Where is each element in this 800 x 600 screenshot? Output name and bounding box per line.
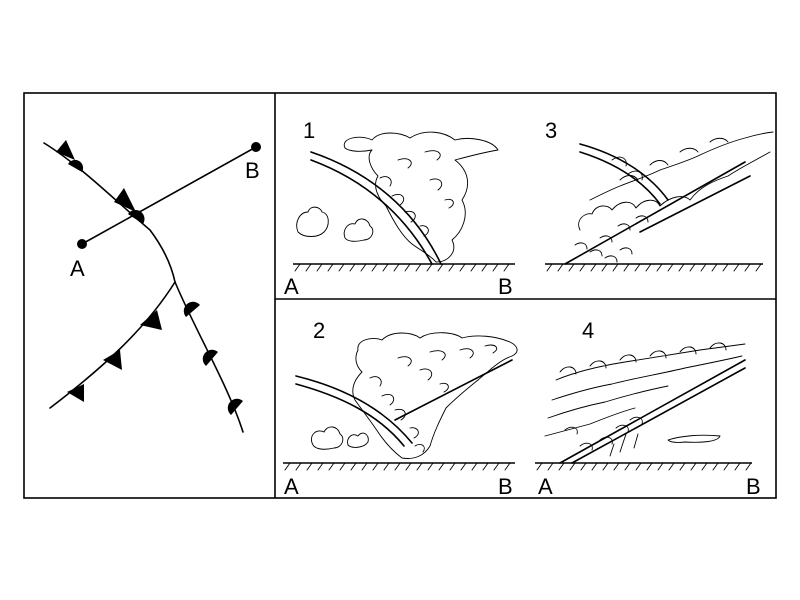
cirrus-cloud bbox=[667, 434, 721, 443]
cross-section-panel-3: 3 bbox=[545, 118, 774, 272]
warm-front-boundary bbox=[394, 359, 513, 421]
warm-front-boundary bbox=[564, 161, 746, 265]
panel-right-label: B bbox=[746, 474, 761, 499]
panel-number: 4 bbox=[582, 318, 594, 343]
cloud-detail bbox=[379, 150, 454, 237]
cross-section-panel-2: 2 A B bbox=[283, 318, 518, 499]
warm-front-semicircle bbox=[202, 349, 218, 366]
panel-right-label: B bbox=[498, 474, 513, 499]
point-b-label: B bbox=[245, 158, 260, 183]
cold-front-boundary bbox=[310, 159, 433, 265]
cross-section-line bbox=[81, 146, 257, 245]
ground-hatching bbox=[536, 462, 752, 471]
weather-map: A B bbox=[43, 140, 261, 433]
warm-front-semicircle bbox=[183, 301, 200, 317]
cumulus-cloud bbox=[347, 432, 369, 448]
panel-left-label: A bbox=[538, 474, 553, 499]
cold-front-triangle bbox=[103, 350, 122, 370]
warm-front-boundary bbox=[559, 359, 746, 464]
cumulonimbus-cloud bbox=[352, 332, 518, 459]
cross-section-panel-1: 1 A B bbox=[284, 118, 515, 299]
panel-number: 3 bbox=[545, 118, 557, 143]
warm-front-semicircle bbox=[128, 209, 145, 224]
cold-front-boundary bbox=[579, 143, 669, 201]
warm-front-semicircle bbox=[68, 159, 84, 172]
cross-section-panel-4: 4 A B bbox=[535, 318, 761, 499]
warm-front-boundary bbox=[571, 367, 746, 464]
cold-front-triangle bbox=[56, 140, 75, 160]
panel-left-label: A bbox=[284, 474, 299, 499]
occluded-front-line bbox=[43, 142, 176, 283]
cumulus-cloud bbox=[343, 218, 374, 242]
cloud-detail bbox=[574, 156, 649, 263]
nimbostratus-cloud bbox=[578, 131, 774, 231]
cold-front-triangle bbox=[140, 310, 162, 330]
cold-front-line bbox=[49, 281, 176, 409]
cold-front-triangle bbox=[67, 384, 84, 402]
panel-number: 2 bbox=[313, 318, 325, 343]
warm-front-semicircle bbox=[227, 398, 243, 415]
cold-front-boundary bbox=[310, 151, 442, 265]
ground-hatching bbox=[294, 263, 510, 272]
ground-hatching bbox=[284, 462, 511, 471]
cumulonimbus-cloud bbox=[343, 131, 499, 263]
point-b-marker bbox=[251, 142, 261, 152]
panel-number: 1 bbox=[303, 118, 315, 143]
ground-hatching bbox=[546, 263, 762, 272]
figure-frame bbox=[23, 92, 777, 499]
cumulus-cloud bbox=[296, 206, 329, 237]
panel-left-label: A bbox=[284, 274, 299, 299]
cumulus-cloud bbox=[311, 426, 344, 450]
nimbostratus-cloud bbox=[544, 342, 746, 437]
cold-front-boundary bbox=[295, 383, 405, 447]
cold-front-triangle bbox=[114, 188, 136, 212]
point-a-marker bbox=[77, 239, 87, 249]
warm-front-boundary bbox=[639, 175, 751, 233]
panel-right-label: B bbox=[498, 274, 513, 299]
cloud-detail bbox=[369, 344, 498, 453]
cold-front-boundary bbox=[579, 151, 661, 205]
cloud-detail bbox=[564, 416, 643, 457]
cold-front-boundary bbox=[295, 375, 413, 444]
point-a-label: A bbox=[70, 256, 85, 281]
